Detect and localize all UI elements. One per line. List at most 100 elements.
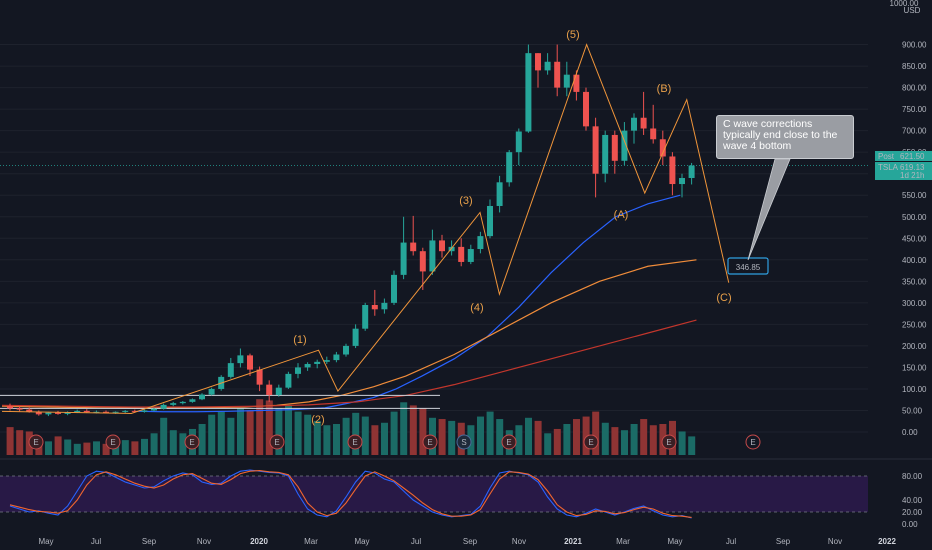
time-tick-label: May [354,537,369,546]
volume-bar [621,430,628,455]
stoch-band [0,476,868,512]
candle-body [189,399,196,402]
candle-body [199,394,205,400]
candle-body [573,74,580,92]
time-axis[interactable]: May Jul Sep Nov 2020 Mar May Jul Sep Nov 2021 Mar Ma… [38,537,896,546]
earnings-marker-label: E [110,438,115,447]
volume-bar [496,419,504,455]
earnings-marker [28,434,44,450]
candle-body [362,305,369,329]
callout-text: C wave corrections typically end close t… [723,118,838,152]
ma-red-line [1,319,697,408]
wave-label: (A) [614,209,629,221]
target-label[interactable]: 346.85 [727,158,791,275]
split-marker [456,434,472,450]
time-tick-label: Jul [411,537,421,546]
earnings-marker-label: E [352,438,357,447]
volume-bar [553,428,561,455]
volume-bar [198,424,206,455]
volume-bar [352,412,360,455]
volume-bar [361,416,369,455]
candle-body [544,61,551,71]
price-tick-label: 200.00 [902,342,927,351]
price-tick-label: 400.00 [902,256,927,265]
stoch-tick-label: 40.00 [902,496,923,505]
candle-body [55,412,61,414]
candle-body [16,408,23,410]
volume-bar [16,430,24,455]
split-marker-label: S [461,438,466,447]
volume-bar [83,442,91,455]
candle-countdown: 1d 21h [900,171,924,180]
elliott-wave-path[interactable] [1,43,730,414]
volume-bar [323,425,331,455]
price-tick-label: 450.00 [902,234,927,243]
volume-bar [93,441,100,455]
volume-bar [227,417,235,455]
candle-body [304,363,311,368]
candle-body [35,411,42,415]
volume-bar [649,425,657,455]
callout-note[interactable]: C wave corrections typically end close t… [716,115,854,159]
volume-bar [208,414,216,455]
earnings-marker-label: E [33,438,38,447]
earnings-marker [745,434,761,450]
candle-body [381,302,388,310]
price-tick-label: 350.00 [902,277,927,286]
candle-body [477,236,484,250]
horizontal-levels[interactable] [0,165,868,409]
currency-top-label: 1000.00 [890,0,919,8]
candle-body [679,178,685,185]
time-tick-label: Sep [142,537,157,546]
wave-label: (C) [716,292,731,304]
wave-label: (5) [566,29,579,41]
volume-bar [563,424,571,455]
earnings-marker [583,434,599,450]
price-tick-label: 850.00 [902,62,927,71]
candle-body [93,411,100,413]
event-markers[interactable]: E E E E E E E E E ES [28,434,761,450]
candle-body [448,246,455,252]
stoch-k-line [9,469,692,519]
ma-blue-line [137,194,681,413]
candle-body [266,384,273,395]
symbol-tag-bg [875,162,932,180]
wave-label: (3) [459,195,472,207]
time-tick-label: 2022 [878,537,896,546]
earnings-marker [501,434,517,450]
candle-body [410,242,417,252]
volume-bars [6,399,696,455]
volume-bar [448,420,456,455]
earnings-marker [269,434,285,450]
candlesticks[interactable] [7,44,695,417]
volume-bar [256,399,264,455]
volume-bar [64,439,72,455]
volume-bar [73,443,81,455]
wave-label: (4) [470,302,483,314]
price-tick-label: 100.00 [902,385,927,394]
time-tick-label: 2021 [564,537,582,546]
candle-body [439,240,445,252]
candle-body [467,249,474,262]
wave-label: (1) [293,334,306,346]
earnings-marker-label: E [666,438,671,447]
wave-label: (2) [311,414,324,426]
candle-body [247,355,253,370]
stoch-tick-label: 80.00 [902,472,923,481]
volume-bar [294,411,302,455]
candle-body [419,251,426,272]
earnings-marker [105,434,121,450]
volume-bar [45,441,52,455]
time-tick-label: Jul [91,537,101,546]
volume-bar [169,430,177,455]
candle-body [659,139,666,157]
candle-body [621,130,628,161]
candle-body [179,401,186,404]
earnings-marker-label: E [506,438,511,447]
candle-body [131,410,138,412]
candle-body [515,131,522,153]
time-tick-label: Nov [828,537,842,546]
